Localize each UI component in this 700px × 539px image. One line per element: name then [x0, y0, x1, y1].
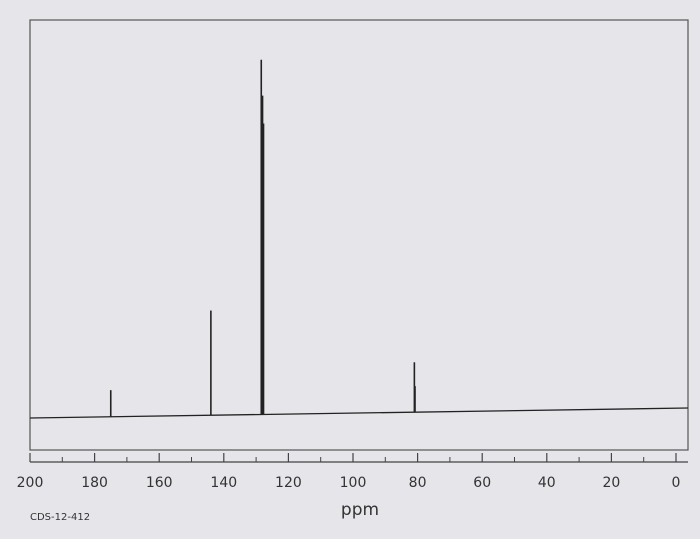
x-tick-label: 60	[473, 475, 491, 491]
x-tick-label: 20	[602, 475, 620, 491]
sample-label: CDS-12-412	[30, 512, 90, 523]
x-tick-label: 160	[146, 475, 173, 491]
x-tick-label: 40	[538, 475, 556, 491]
x-tick-label: 180	[81, 475, 108, 491]
x-tick-label: 140	[210, 475, 237, 491]
x-tick-label: 120	[275, 475, 302, 491]
x-axis-title: ppm	[341, 500, 379, 520]
x-tick-label: 200	[17, 475, 44, 491]
x-tick-label: 80	[409, 475, 427, 491]
x-tick-label: 0	[672, 475, 681, 491]
baseline	[29, 407, 689, 419]
plot-frame	[29, 19, 689, 451]
x-tick-label: 100	[340, 475, 367, 491]
